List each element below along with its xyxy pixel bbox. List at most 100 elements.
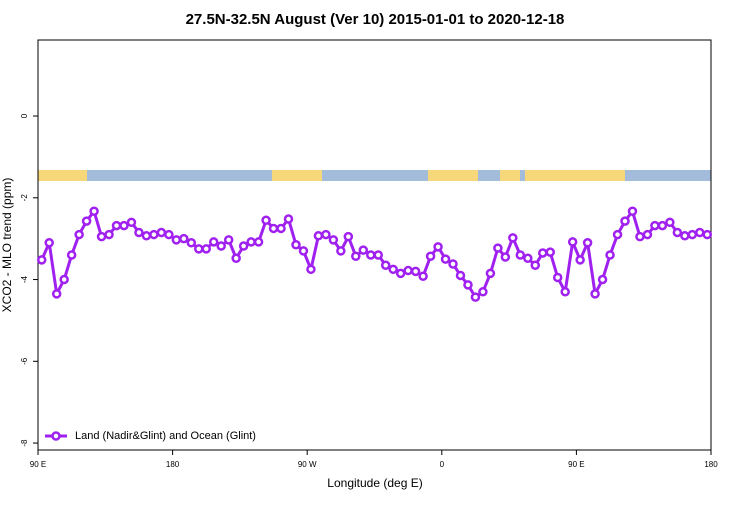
data-point (149, 229, 159, 240)
data-point (44, 238, 54, 248)
data-point (89, 206, 99, 217)
data-point (515, 250, 526, 260)
y-tick-label: -4 (20, 275, 29, 283)
data-point (321, 229, 331, 240)
land-ocean-strip (38, 170, 711, 181)
data-point (425, 251, 436, 261)
data-point (134, 227, 144, 238)
data-point (36, 255, 47, 265)
data-point (291, 240, 301, 250)
data-point (575, 255, 585, 265)
land-band (428, 170, 478, 181)
ocean-band (38, 170, 711, 181)
data-point (268, 223, 279, 234)
data-point (164, 229, 174, 240)
data-point (567, 237, 578, 247)
data-point (627, 206, 638, 217)
legend-label: Land (Nadir&Glint) and Ocean (Glint) (75, 430, 256, 442)
data-point (119, 220, 129, 231)
data-point (194, 244, 204, 254)
y-tick-label: -2 (20, 194, 29, 202)
land-band (38, 170, 87, 181)
data-point (261, 215, 271, 226)
x-axis-label: Longitude (deg E) (327, 476, 422, 490)
x-tick-label: 90 E (30, 460, 46, 469)
data-point (440, 254, 451, 264)
data-point (81, 216, 92, 226)
data-point (298, 246, 309, 256)
data-point (306, 264, 316, 275)
data-point (620, 216, 630, 226)
plot-frame (37, 39, 712, 451)
data-point (687, 229, 698, 240)
data-point (538, 248, 548, 258)
legend-marker (51, 431, 61, 441)
data-point (216, 241, 226, 251)
data-point (59, 274, 69, 285)
data-point (141, 231, 152, 241)
data-point (448, 259, 458, 269)
data-point (642, 229, 653, 240)
y-tick-label: -8 (20, 439, 29, 447)
data-point (395, 268, 406, 279)
data-point (702, 229, 713, 240)
data-point (96, 231, 107, 242)
data-point (104, 229, 114, 240)
data-point (328, 235, 339, 245)
data-point (403, 265, 413, 276)
data-point (358, 245, 369, 255)
data-point (186, 238, 197, 248)
data-point (485, 268, 496, 279)
data-point (51, 289, 62, 299)
data-point (410, 266, 421, 277)
data-point (223, 235, 234, 245)
data-point (336, 246, 346, 256)
data-point (366, 250, 376, 260)
data-point (463, 280, 473, 290)
x-tick-label: 180 (166, 460, 180, 469)
data-point (433, 242, 443, 252)
data-point (672, 227, 683, 238)
data-point (313, 231, 324, 241)
data-point (126, 217, 137, 228)
x-tick-label: 180 (704, 460, 718, 469)
data-point (605, 250, 615, 260)
data-point (478, 287, 488, 297)
data-point (343, 231, 354, 242)
data-point (231, 253, 241, 264)
data-point (590, 289, 600, 299)
data-point (612, 229, 623, 240)
data-point (665, 217, 675, 228)
data-point (455, 270, 466, 281)
land-band (272, 170, 322, 181)
data-point (253, 237, 264, 247)
data-point (276, 223, 286, 234)
land-band (500, 170, 520, 181)
chart-title: 27.5N-32.5N August (Ver 10) 2015-01-01 t… (186, 11, 565, 28)
data-point (470, 292, 481, 302)
data-point (201, 244, 211, 254)
data-point (66, 250, 77, 260)
data-point (351, 251, 361, 261)
data-point (695, 227, 705, 238)
data-point (246, 237, 256, 247)
data-point (508, 233, 518, 243)
data-point (635, 231, 645, 242)
data-point (208, 237, 219, 247)
x-tick-label: 90 W (298, 460, 317, 469)
data-point (179, 233, 189, 244)
data-point (171, 235, 182, 245)
y-axis-label: XCO2 - MLO trend (ppm) (0, 178, 14, 313)
data-point (650, 220, 660, 231)
data-point (597, 274, 608, 285)
data-point (283, 214, 294, 224)
data-point (500, 252, 511, 262)
land-band (525, 170, 625, 181)
x-tick-label: 0 (440, 460, 445, 469)
data-point (373, 250, 383, 260)
data-point (493, 243, 503, 253)
data-point (388, 264, 398, 275)
y-tick-label: -6 (20, 357, 29, 365)
